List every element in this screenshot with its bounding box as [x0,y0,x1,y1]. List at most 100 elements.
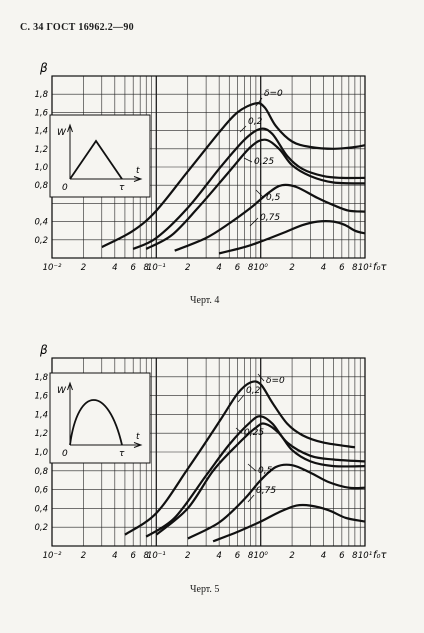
y-tick-label: 1,0 [34,448,48,458]
y-tick-label: 0,2 [34,523,48,533]
curve-label-leader [257,373,265,382]
curve-label-leader [235,427,243,434]
x-tick-label: 2 [81,263,86,273]
x-axis-label: f₀τ [373,262,388,273]
inset-frame [49,114,151,198]
curve-label: 0,5 [258,466,273,476]
series-line-2 [155,422,366,536]
inset-w-label: W [57,128,67,138]
figure-caption-5: Черт. 5 [190,584,220,595]
x-tick-label: 10⁻² [43,263,62,273]
curve-label-leader [249,217,259,227]
curve-label-leader [239,125,247,133]
curve-label: 0,75 [260,213,280,223]
y-tick-label: 0,8 [34,181,48,191]
x-tick-label: 8 [144,551,150,561]
x-tick-label: 10¹ [358,551,372,561]
inset-w-arrow [67,381,73,391]
inset-pulse-shape [69,399,123,446]
x-tick-label: 4 [216,551,221,561]
plot-area [51,75,366,259]
inset-w-arrow [67,123,73,133]
figure-caption-4: Черт. 4 [190,295,220,306]
y-axis-label: β [39,61,48,75]
curve-label-leader [237,394,245,403]
curve-label: 0,2 [246,386,261,396]
y-tick-label: 1,2 [34,145,48,155]
curve-label: δ=0 [264,89,283,99]
series-line-4 [212,503,366,543]
y-tick-label: 1,8 [34,90,48,100]
x-tick-label: 4 [321,263,326,273]
x-tick-label: 6 [235,263,241,273]
curve-label-leader [247,494,255,503]
curve-label: δ=0 [266,376,285,386]
series-line-2 [145,138,366,250]
series-line-1 [145,415,366,538]
inset-pulse-shape [69,139,123,180]
x-tick-label: 2 [289,551,294,561]
x-tick-label: 2 [185,551,190,561]
series-line-4 [218,220,366,255]
x-tick-label: 6 [130,263,136,273]
curve-label: 0,25 [244,428,264,438]
x-tick-label: 4 [112,263,117,273]
y-tick-label: 0,4 [34,218,48,228]
series-group [124,380,366,543]
y-tick-label: 1,0 [34,163,48,173]
y-tick-label: 1,6 [34,392,48,402]
inset-w-label: W [57,386,67,396]
series-line-3 [187,463,366,540]
inset-t-arrow [133,176,143,182]
x-tick-label: 10⁰ [254,263,269,273]
x-tick-label: 10⁰ [254,551,269,561]
curve-label-leader [247,463,257,472]
inset-t-label: t [136,432,140,442]
page-header: С. 34 ГОСТ 16962.2—90 [20,22,134,33]
x-tick-label: 8 [248,263,254,273]
inset-pulse-diagram: Wt 0 τ [49,372,151,464]
x-tick-label: 8 [352,263,358,273]
inset-tau-label: τ [119,449,125,459]
y-tick-label: 0,4 [34,504,48,514]
inset-origin-label: 0 [62,449,68,459]
x-tick-label: 4 [216,263,221,273]
x-tick-label: 4 [321,551,326,561]
curve-label-leader [255,189,265,199]
x-tick-label: 6 [339,551,345,561]
x-tick-label: 8 [248,551,254,561]
y-tick-label: 1,2 [34,429,48,439]
y-tick-label: 1,6 [34,108,48,118]
x-tick-label: 4 [112,551,117,561]
y-tick-label: 0,6 [34,486,48,496]
y-tick-label: 1,4 [34,410,48,420]
x-tick-label: 10¹ [358,263,372,273]
x-tick-label: 10⁻² [43,551,62,561]
y-tick-label: 1,8 [34,373,48,383]
series-line-0 [101,102,366,249]
inset-origin-label: 0 [62,183,68,193]
series-line-3 [174,183,366,252]
curve-label: 0,5 [266,193,281,203]
curve-label: 0,2 [248,117,263,127]
y-axis-label: β [39,343,48,357]
inset-frame [49,372,151,464]
series-group [101,102,366,255]
y-tick-label: 0,2 [34,236,48,246]
inset-t-label: t [136,166,140,176]
inset-t-arrow [133,442,143,448]
x-tick-label: 10⁻¹ [147,263,166,273]
curve-label: 0,75 [256,486,276,496]
series-line-1 [132,127,366,250]
y-tick-label: 1,4 [34,127,48,137]
inset-tau-label: τ [119,183,125,193]
y-tick-label: 0,8 [34,467,48,477]
curve-label-leader [255,97,263,107]
curve-label: 0,25 [254,157,274,167]
x-tick-label: 6 [235,551,241,561]
x-tick-label: 2 [185,263,190,273]
series-line-0 [124,380,356,536]
x-tick-label: 6 [130,551,136,561]
